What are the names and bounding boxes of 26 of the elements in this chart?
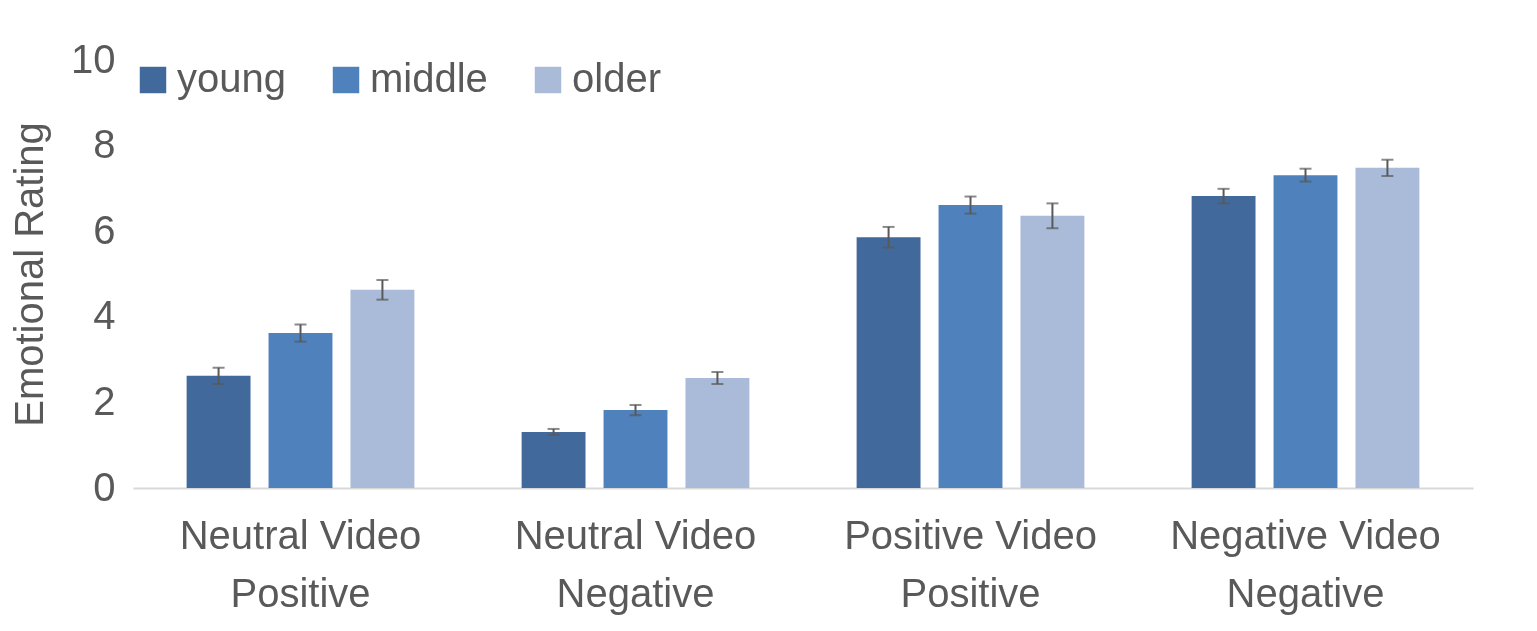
y-tick-label: 6 — [93, 207, 116, 252]
legend-label: older — [572, 56, 661, 100]
y-tick-label: 2 — [93, 378, 116, 423]
legend-label: middle — [370, 56, 488, 100]
bar — [938, 205, 1003, 488]
bar — [350, 289, 415, 488]
bar — [1273, 175, 1338, 488]
y-tick-label: 8 — [93, 122, 116, 167]
x-tick-label: Negative Video Negative — [1170, 512, 1441, 615]
x-tick-label: Neutral Video Negative — [514, 512, 757, 615]
bar — [1355, 167, 1420, 488]
y-tick-label: 10 — [71, 36, 116, 81]
y-axis-title: Emotional Rating — [7, 122, 52, 427]
bar — [268, 333, 333, 488]
y-tick-label: 4 — [93, 293, 116, 338]
x-tick-label: Positive Video Positive — [844, 512, 1097, 615]
bar — [1020, 215, 1085, 488]
bar — [186, 375, 251, 488]
bar — [856, 237, 921, 488]
legend-label: young — [177, 56, 286, 100]
bar — [685, 378, 750, 488]
bar — [1191, 196, 1256, 488]
bar — [603, 410, 668, 488]
x-tick-label: Neutral Video Positive — [179, 512, 422, 615]
bar — [521, 431, 586, 488]
y-tick-label: 0 — [93, 464, 116, 509]
